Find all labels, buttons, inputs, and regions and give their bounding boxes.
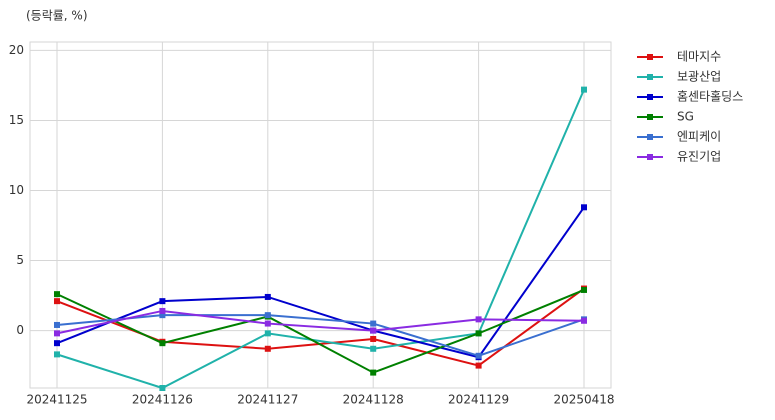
legend-label: SG [677,110,694,124]
point [264,312,271,319]
x-tick-label: 20241128 [343,393,404,407]
legend-label: 홈센타홀딩스 [677,90,743,104]
point [54,298,60,305]
x-tick-label: 20250418 [553,393,614,407]
y-tick-label: 20 [9,43,24,57]
point [54,330,60,337]
point [370,369,377,376]
legend-marker [647,94,653,100]
x-tick-label: 20241126 [132,393,193,407]
point [581,204,587,211]
x-tick-label: 20241127 [237,393,298,407]
point [581,286,587,293]
point [264,330,271,337]
point [54,351,60,358]
legend-marker [647,154,653,160]
series-line [56,309,585,335]
point [370,320,377,327]
legend-marker [647,54,653,60]
series-line [56,89,585,390]
point [159,312,166,319]
point [581,317,587,324]
legend-marker [647,114,653,120]
point [159,340,166,347]
y-tick-label: 15 [9,113,24,127]
point [264,293,271,300]
legend-label: 보광산업 [677,70,721,84]
point [475,316,482,323]
point [475,362,482,369]
legend-marker [647,134,653,140]
point [581,86,587,93]
point [159,298,166,305]
point [54,340,60,347]
legend-label: 테마지수 [677,50,721,64]
series-line [56,206,585,359]
point [159,307,166,314]
x-tick-label: 20241125 [26,393,87,407]
y-tick-label: 5 [16,253,24,267]
point [54,291,60,298]
legend-marker [647,74,653,80]
point [264,320,271,327]
point [370,345,377,352]
plot-frame [29,41,612,389]
point [264,345,271,352]
legend-label: 유진기업 [677,150,721,164]
series-line [56,314,585,357]
point [54,321,60,328]
point [370,327,377,334]
series-line [56,289,585,374]
point [475,352,482,359]
x-tick-label: 20241129 [448,393,509,407]
y-axis-label: (등락률, %) [26,9,88,23]
y-tick-label: 10 [9,183,24,197]
y-tick-label: 0 [16,323,24,337]
point [159,385,166,391]
point [370,335,377,342]
legend-label: 엔피케이 [677,130,721,144]
point [475,330,482,337]
